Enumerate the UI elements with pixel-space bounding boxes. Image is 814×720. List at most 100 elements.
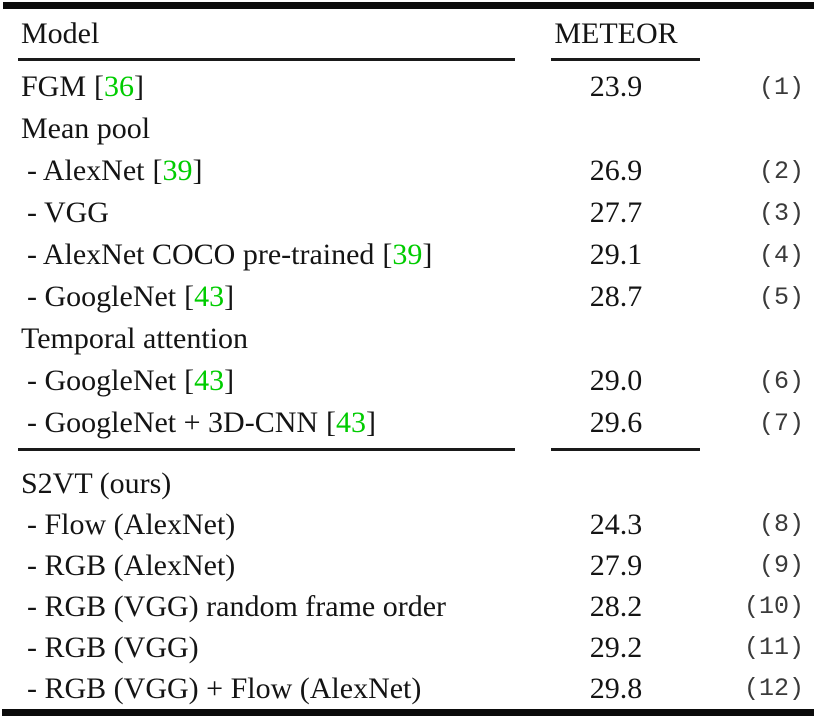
row-number: (10) — [743, 592, 804, 621]
table-row: - RGB (AlexNet) 27.9 (9) — [0, 545, 814, 586]
model-label: GoogleNet + 3D-CNN — [44, 406, 319, 439]
model-label: S2VT (ours) — [21, 466, 172, 500]
model-cell: - VGG — [0, 196, 536, 230]
citation-close-bracket: ] — [422, 238, 433, 271]
citation-number[interactable]: 39 — [162, 154, 193, 187]
section-divider-meteor-segment — [551, 448, 700, 451]
model-label: RGB (VGG) — [44, 630, 199, 664]
model-label: RGB (VGG) random frame order — [44, 589, 447, 623]
table-row: - VGG 27.7 (3) — [0, 192, 814, 234]
model-label: AlexNet — [42, 154, 145, 187]
indent-dash: - — [27, 406, 45, 439]
row-number: (1) — [758, 72, 804, 102]
citation: [39] — [152, 154, 202, 187]
citation-open-bracket: [ — [326, 406, 337, 439]
meteor-value: 24.3 — [589, 507, 643, 541]
meteor-value: 23.9 — [589, 70, 643, 103]
table-row: - RGB (VGG) + Flow (AlexNet) 29.8 (12) — [0, 668, 814, 709]
indent-dash: - — [27, 548, 45, 582]
meteor-value: 29.6 — [589, 406, 643, 439]
meteor-value: 27.7 — [589, 196, 643, 229]
meteor-value: 29.0 — [589, 364, 643, 397]
header-divider-model-segment — [18, 58, 515, 61]
row-number: (9) — [758, 551, 804, 580]
model-cell: - Flow (AlexNet) — [0, 508, 536, 542]
table-bottom-rule — [2, 709, 814, 716]
model-cell: - RGB (VGG) — [0, 631, 536, 665]
column-header-model: Model — [21, 16, 100, 50]
meteor-value: 29.1 — [589, 238, 643, 271]
table-row: - AlexNet [39] 26.9 (2) — [0, 150, 814, 192]
model-cell: Mean pool — [0, 112, 536, 146]
table-row: FGM [36] 23.9 (1) — [0, 66, 814, 108]
row-number: (4) — [758, 240, 804, 270]
row-number: (6) — [758, 366, 804, 396]
citation-open-bracket: [ — [184, 364, 195, 397]
meteor-value: 29.2 — [589, 630, 643, 664]
model-cell: - GoogleNet [43] — [0, 364, 536, 398]
citation: [43] — [184, 280, 234, 313]
indent-dash: - — [27, 238, 43, 271]
indent-dash: - — [27, 196, 44, 229]
table-row: Temporal attention — [0, 318, 814, 360]
citation-close-bracket: ] — [134, 70, 145, 103]
model-label: FGM — [21, 70, 87, 103]
model-cell: FGM [36] — [0, 70, 536, 104]
table-row: Mean pool — [0, 108, 814, 150]
table-row: - Flow (AlexNet) 24.3 (8) — [0, 504, 814, 545]
table-row: - GoogleNet + 3D-CNN [43] 29.6 (7) — [0, 402, 814, 444]
row-number: (7) — [758, 408, 804, 438]
citation-open-bracket: [ — [94, 70, 105, 103]
row-number: (3) — [758, 198, 804, 228]
indent-dash: - — [27, 589, 45, 623]
model-cell: - RGB (AlexNet) — [0, 549, 536, 583]
model-label: GoogleNet — [44, 280, 177, 313]
indent-dash: - — [27, 154, 43, 187]
meteor-value: 27.9 — [589, 548, 643, 582]
indent-dash: - — [27, 671, 45, 705]
citation: [43] — [184, 364, 234, 397]
meteor-value: 28.7 — [589, 280, 643, 313]
citation-number[interactable]: 36 — [104, 70, 135, 103]
model-cell: - RGB (VGG) random frame order — [0, 590, 536, 624]
model-cell: - RGB (VGG) + Flow (AlexNet) — [0, 672, 536, 706]
model-cell: - AlexNet [39] — [0, 154, 536, 188]
table-header-row: Model METEOR — [0, 9, 814, 58]
header-divider — [0, 58, 814, 61]
model-cell: - GoogleNet [43] — [0, 280, 536, 314]
model-label: Temporal attention — [21, 322, 248, 355]
citation-close-bracket: ] — [192, 154, 203, 187]
citation-number[interactable]: 39 — [392, 238, 423, 271]
model-label: Flow (AlexNet) — [44, 507, 236, 541]
table-top-rule — [3, 2, 814, 9]
citation-close-bracket: ] — [224, 364, 235, 397]
table-section-top: FGM [36] 23.9 (1) Mean pool - AlexNet [39]… — [0, 61, 814, 448]
row-number: (5) — [758, 282, 804, 312]
citation-open-bracket: [ — [184, 280, 195, 313]
header-divider-meteor-segment — [551, 58, 700, 61]
table-row: - AlexNet COCO pre-trained [39] 29.1 (4) — [0, 234, 814, 276]
section-divider — [0, 448, 814, 451]
table-row: S2VT (ours) — [0, 463, 814, 504]
citation-open-bracket: [ — [382, 238, 393, 271]
meteor-value: 28.2 — [589, 589, 643, 623]
row-number: (11) — [743, 633, 804, 662]
citation: [36] — [94, 70, 144, 103]
citation-number[interactable]: 43 — [336, 406, 367, 439]
model-label: GoogleNet — [44, 364, 177, 397]
row-number: (8) — [758, 510, 804, 539]
model-label: AlexNet COCO pre-trained — [42, 238, 375, 271]
citation-close-bracket: ] — [224, 280, 235, 313]
citation: [43] — [326, 406, 376, 439]
table-row: - GoogleNet [43] 28.7 (5) — [0, 276, 814, 318]
model-label: VGG — [43, 196, 109, 229]
model-label: RGB (VGG) + Flow (AlexNet) — [44, 671, 422, 705]
column-header-meteor: METEOR — [554, 16, 678, 50]
model-cell: - GoogleNet + 3D-CNN [43] — [0, 406, 536, 440]
citation-number[interactable]: 43 — [194, 280, 225, 313]
table-section-bottom: S2VT (ours) - Flow (AlexNet) 24.3 (8) - … — [0, 451, 814, 709]
model-cell: - AlexNet COCO pre-trained [39] — [0, 238, 536, 272]
citation-number[interactable]: 43 — [194, 364, 225, 397]
section-divider-model-segment — [18, 448, 515, 451]
